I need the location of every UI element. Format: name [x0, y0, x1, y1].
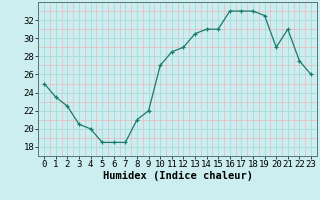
X-axis label: Humidex (Indice chaleur): Humidex (Indice chaleur) [103, 171, 252, 181]
